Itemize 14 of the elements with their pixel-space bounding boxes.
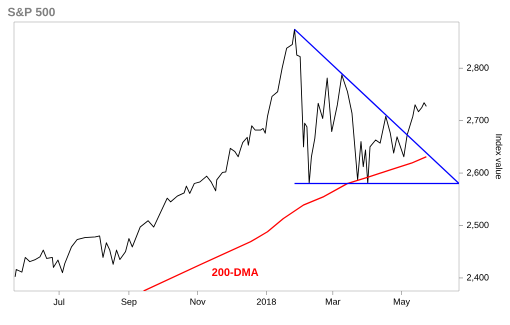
- x-tick-label: Sep: [121, 298, 137, 307]
- x-tick-label: Mar: [326, 298, 340, 305]
- x-tick-label: 2018: [256, 298, 276, 305]
- x-tick-label: Jul: [53, 298, 64, 306]
- y-tick-label: 2,800: [466, 64, 489, 72]
- chart-title: S&P 500: [8, 8, 55, 16]
- annotation: 200-DMA: [212, 268, 258, 276]
- x-tick-label: Nov: [190, 298, 206, 305]
- y-axis-title: Index value: [496, 134, 502, 180]
- x-tick-label: May: [394, 298, 410, 307]
- y-tick-label: 2,600: [466, 169, 489, 177]
- y-tick-label: 2,400: [466, 274, 489, 282]
- y-tick-label: 2,700: [466, 116, 489, 124]
- y-tick-label: 2,500: [466, 222, 489, 230]
